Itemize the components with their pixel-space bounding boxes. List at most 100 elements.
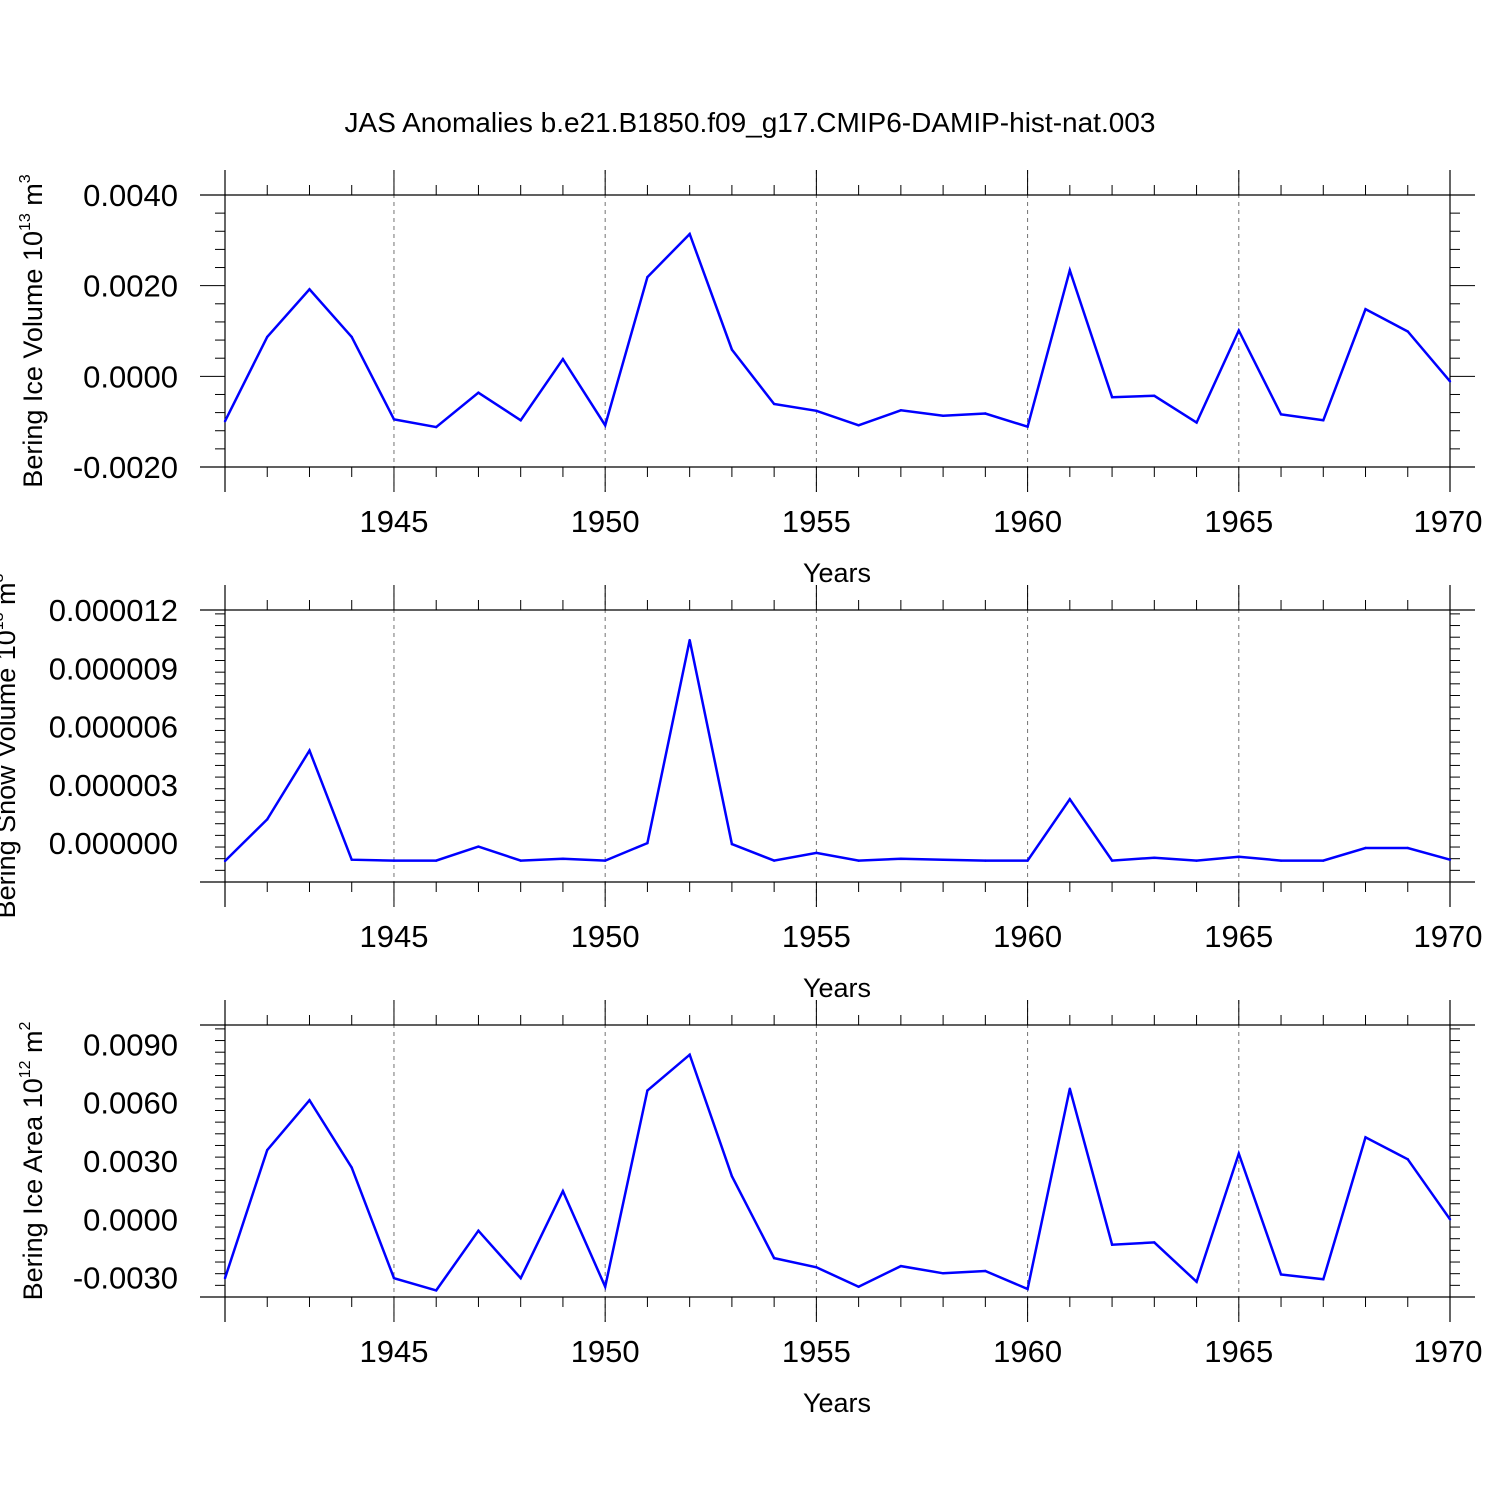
data-point: [308, 288, 311, 291]
data-point: [435, 425, 438, 429]
y-tick-label: 0.0030: [83, 1144, 178, 1179]
x-tick-label: 1970: [1414, 919, 1483, 954]
x-tick-label: 1945: [359, 504, 428, 539]
data-point: [646, 275, 649, 279]
data-point: [477, 845, 480, 848]
series-line: [223, 1052, 1452, 1292]
x-tick-label: 1945: [359, 919, 428, 954]
x-axis-label: Years: [803, 973, 871, 1003]
data-point: [1237, 329, 1240, 332]
data-point: [477, 1229, 480, 1232]
data-point: [1279, 859, 1283, 862]
y-tick-label: 0.000003: [49, 768, 178, 803]
data-point: [646, 1089, 649, 1092]
series-line: [224, 639, 1451, 862]
y-tick-label: 0.0000: [83, 359, 178, 394]
data-point: [350, 1166, 353, 1169]
data-point: [1110, 395, 1114, 399]
data-point: [1026, 1287, 1029, 1291]
data-point: [1153, 394, 1156, 398]
data-point: [941, 858, 945, 861]
data-point: [730, 1174, 734, 1178]
data-point: [1237, 1152, 1240, 1155]
x-tick-label: 1955: [782, 1334, 851, 1369]
data-point: [984, 859, 987, 862]
data-point: [1406, 846, 1409, 850]
data-point: [688, 1053, 691, 1056]
data-point: [603, 1285, 607, 1288]
data-point: [984, 1269, 987, 1273]
data-point: [561, 1189, 565, 1193]
x-tick-label: 1950: [571, 1334, 640, 1369]
x-tick-label: 1965: [1204, 504, 1273, 539]
y-tick-label: 0.0000: [83, 1202, 178, 1237]
panel-3: 1945 1950 1955 1960 1965 1970 -0.0030 0.0000 0.0…: [17, 1000, 1482, 1418]
data-point: [899, 1264, 903, 1268]
data-point: [1406, 330, 1409, 333]
data-point: [730, 842, 734, 846]
data-point: [1195, 421, 1198, 424]
data-point: [519, 419, 522, 422]
y-tick-label: 0.0020: [83, 269, 178, 304]
data-point: [772, 402, 776, 406]
x-tick-label: 1950: [571, 919, 640, 954]
data-point: [603, 859, 607, 862]
data-point: [392, 859, 396, 862]
data-point: [1364, 1136, 1367, 1139]
data-point: [984, 412, 987, 415]
x-tick-label: 1955: [782, 919, 851, 954]
x-axis-label: Years: [803, 558, 871, 588]
data-point: [772, 1256, 776, 1260]
data-point: [1322, 859, 1325, 862]
x-tick-label: 1960: [993, 504, 1062, 539]
data-point: [223, 420, 227, 423]
data-point: [519, 1276, 522, 1280]
x-tick-label: 1965: [1204, 1334, 1273, 1369]
data-point: [1364, 308, 1367, 311]
data-point: [435, 859, 438, 862]
data-point: [857, 424, 860, 427]
data-point: [561, 857, 565, 860]
data-point: [1448, 858, 1452, 861]
x-tick-label: 1970: [1414, 1334, 1483, 1369]
data-point: [1026, 425, 1029, 428]
x-tick-label: 1955: [782, 504, 851, 539]
x-tick-label: 1970: [1414, 504, 1483, 539]
data-point: [815, 409, 818, 412]
y-tick-label: 0.0040: [83, 178, 178, 213]
x-tick-label: 1960: [993, 1334, 1062, 1369]
data-point: [1322, 419, 1325, 422]
data-point: [477, 391, 480, 394]
data-point: [561, 357, 565, 361]
y-tick-label: -0.0030: [73, 1261, 178, 1296]
data-point: [899, 857, 903, 860]
data-point: [223, 859, 227, 863]
data-point: [266, 1148, 269, 1152]
data-point: [1279, 413, 1283, 416]
data-point: [1153, 856, 1156, 859]
x-tick-label: 1960: [993, 919, 1062, 954]
data-point: [603, 424, 607, 427]
figure-title: JAS Anomalies b.e21.B1850.f09_g17.CMIP6-…: [345, 107, 1156, 138]
y-tick-label: 0.0090: [83, 1027, 178, 1062]
data-point: [857, 859, 860, 862]
y-tick-label: 0.0060: [83, 1086, 178, 1121]
data-point: [646, 841, 649, 845]
y-tick-label: 0.000006: [49, 710, 178, 745]
data-point: [1279, 1273, 1283, 1276]
data-point: [223, 1276, 227, 1280]
y-tick-label: -0.0020: [73, 450, 178, 485]
data-point: [308, 1098, 311, 1102]
data-point: [519, 859, 522, 862]
x-tick-label: 1950: [571, 504, 640, 539]
data-point: [1406, 1158, 1409, 1161]
data-point: [435, 1289, 438, 1292]
series-line: [223, 231, 1451, 429]
data-point: [1364, 846, 1367, 850]
data-point: [899, 409, 903, 412]
data-point: [392, 1276, 396, 1280]
data-point: [392, 418, 396, 421]
data-point: [688, 232, 691, 236]
